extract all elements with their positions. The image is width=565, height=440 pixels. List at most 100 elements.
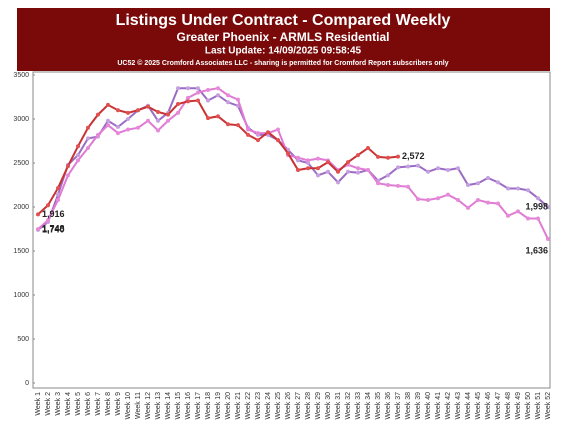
point — [466, 183, 470, 187]
x-tick-label: Week 49 — [515, 392, 522, 420]
point — [176, 110, 180, 115]
point — [396, 165, 400, 170]
point — [366, 146, 370, 151]
x-tick-label: Week 8 — [105, 392, 112, 416]
point — [466, 205, 470, 210]
point — [326, 160, 330, 165]
point — [386, 183, 390, 187]
point — [476, 197, 480, 202]
x-tick-label: Week 3 — [55, 392, 62, 416]
point — [316, 173, 320, 178]
point — [196, 98, 200, 103]
x-tick-label: Week 2 — [45, 392, 52, 416]
x-tick-label: Week 20 — [225, 392, 232, 420]
x-tick-label: Week 42 — [445, 392, 452, 420]
point — [56, 186, 60, 191]
point — [86, 146, 90, 151]
x-tick-label: Week 50 — [525, 392, 532, 420]
series-line — [37, 87, 549, 240]
x-tick-label: Week 36 — [385, 392, 392, 420]
point — [226, 93, 230, 98]
x-tick-label: Week 19 — [215, 392, 222, 420]
point — [386, 173, 390, 178]
point — [156, 128, 160, 133]
point — [536, 196, 540, 201]
point — [166, 118, 170, 123]
x-tick-label: Week 6 — [85, 392, 92, 416]
data-label: 1,998 — [525, 202, 548, 212]
point — [216, 93, 220, 98]
point — [546, 237, 550, 242]
x-tick-label: Week 33 — [355, 392, 362, 420]
x-tick-label: Week 5 — [75, 392, 82, 416]
point — [66, 164, 70, 169]
point — [426, 169, 430, 174]
x-tick-label: Week 1 — [35, 392, 42, 416]
y-tick-label: 1500 — [13, 248, 29, 255]
x-tick-label: Week 11 — [135, 392, 142, 419]
point — [126, 117, 130, 121]
point — [136, 108, 140, 113]
point — [506, 186, 510, 191]
point — [156, 109, 160, 114]
chart-title: Listings Under Contract - Compared Weekl… — [116, 12, 451, 29]
x-tick-label: Week 27 — [295, 392, 302, 420]
point — [236, 97, 240, 102]
y-tick-label: 0 — [25, 380, 29, 387]
point — [76, 153, 80, 158]
x-tick-label: Week 30 — [325, 392, 332, 420]
point — [416, 197, 420, 202]
point — [116, 124, 120, 129]
x-tick-label: Week 45 — [475, 392, 482, 420]
point — [356, 170, 360, 175]
x-tick-label: Week 13 — [155, 392, 162, 420]
point — [196, 86, 200, 91]
point — [146, 104, 150, 109]
point — [426, 197, 430, 202]
point — [246, 132, 250, 137]
point — [216, 86, 220, 91]
x-tick-label: Week 12 — [145, 392, 152, 420]
point — [66, 173, 70, 178]
point — [206, 116, 210, 121]
point — [436, 196, 440, 201]
point — [106, 123, 110, 128]
x-tick-label: Week 18 — [205, 392, 212, 420]
x-tick-label: Week 25 — [275, 392, 282, 420]
data-label: 2,572 — [402, 151, 425, 161]
point — [206, 98, 210, 103]
point — [406, 164, 410, 169]
y-tick-label: 3000 — [13, 116, 29, 123]
point — [486, 200, 490, 205]
y-tick-label: 500 — [17, 336, 29, 343]
point — [456, 166, 460, 171]
point — [176, 102, 180, 107]
y-tick-label: 2000 — [13, 204, 29, 211]
point — [276, 138, 280, 143]
point — [196, 90, 200, 95]
point — [186, 95, 190, 100]
point — [326, 169, 330, 174]
data-label: 1,636 — [525, 245, 548, 255]
point — [106, 102, 110, 107]
point — [246, 127, 250, 132]
x-tick-label: Week 28 — [305, 392, 312, 420]
x-tick-label: Week 46 — [485, 392, 492, 420]
point — [456, 197, 460, 202]
point — [336, 180, 340, 185]
x-tick-label: Week 43 — [455, 392, 462, 420]
point — [126, 110, 130, 115]
point — [526, 188, 530, 193]
point — [516, 186, 520, 191]
x-tick-label: Week 23 — [255, 392, 262, 420]
point — [346, 169, 350, 174]
x-tick-label: Week 52 — [545, 392, 552, 420]
point — [126, 127, 130, 132]
point — [86, 136, 90, 141]
data-label: 1,740 — [42, 224, 65, 234]
point — [496, 201, 500, 206]
point — [46, 218, 50, 223]
credit: UC52 © 2025 Cromford Associates LLC - sh… — [117, 59, 448, 67]
point — [396, 183, 400, 188]
point — [306, 166, 310, 171]
